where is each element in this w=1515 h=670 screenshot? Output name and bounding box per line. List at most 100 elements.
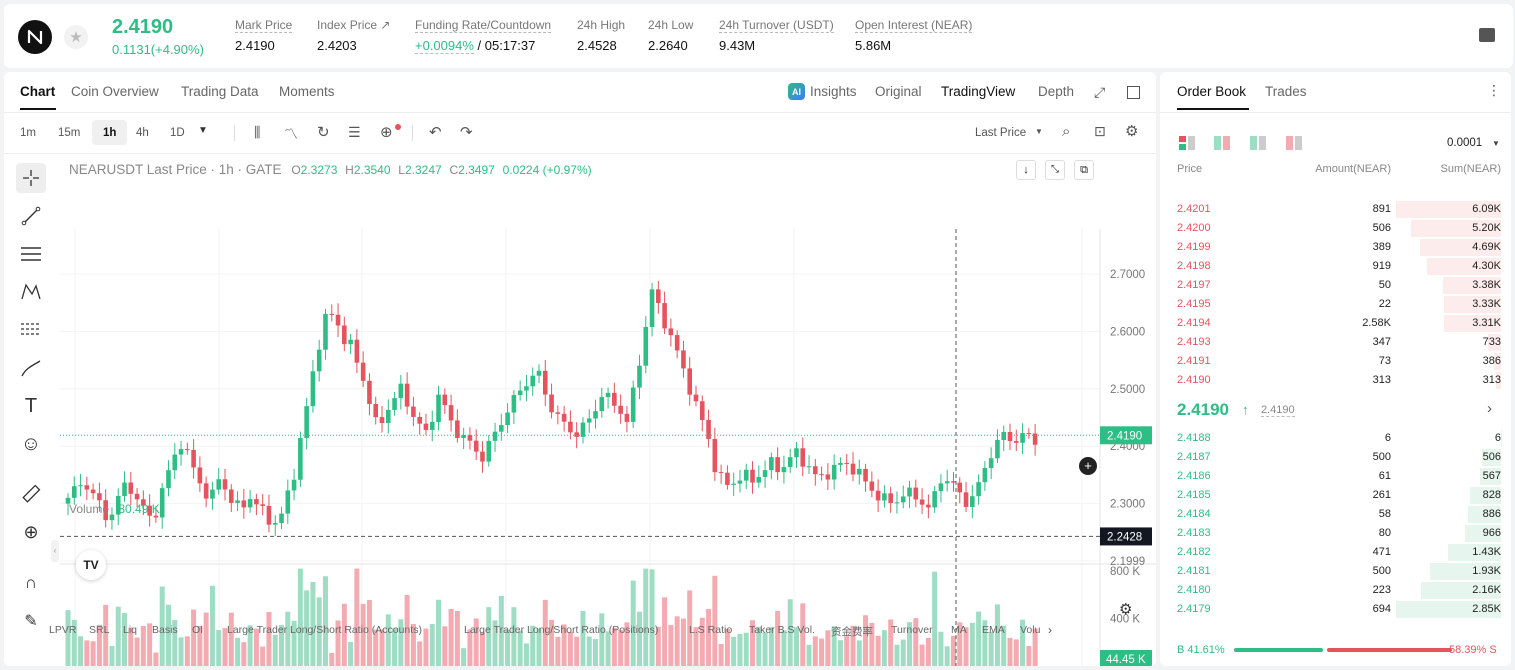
scroll-down-icon[interactable]: ↓ bbox=[1016, 160, 1036, 180]
bid-row[interactable]: 2.4180 223 2.16K bbox=[1160, 581, 1511, 600]
fib-tool-icon[interactable] bbox=[16, 315, 46, 345]
collapse-toolbar-icon[interactable]: ‹ bbox=[51, 540, 59, 562]
search-icon[interactable]: ⌕ bbox=[1062, 123, 1071, 140]
expand-icon[interactable]: ⤢ bbox=[1094, 84, 1106, 100]
fit-screen-icon[interactable]: ⧉ bbox=[1074, 160, 1094, 180]
favorite-star-icon[interactable]: ★ bbox=[64, 25, 88, 49]
candlestick-chart[interactable]: 2.70002.60002.50002.40002.30002.1999800 … bbox=[60, 154, 1156, 666]
ask-row[interactable]: 2.4194 2.58K 3.31K bbox=[1160, 314, 1511, 333]
redo-icon[interactable]: ↷ bbox=[460, 124, 473, 141]
indicator-item[interactable]: LPVR bbox=[49, 624, 77, 636]
ask-row[interactable]: 2.4197 50 3.38K bbox=[1160, 276, 1511, 295]
volume-bar bbox=[536, 628, 542, 666]
interval-dropdown-icon[interactable]: ▼ bbox=[198, 125, 208, 136]
tab-trades[interactable]: Trades bbox=[1265, 84, 1307, 99]
indicator-item[interactable]: OI bbox=[192, 624, 204, 636]
interval-1d[interactable]: 1D bbox=[170, 127, 185, 139]
bid-row[interactable]: 2.4182 471 1.43K bbox=[1160, 543, 1511, 562]
refresh-icon[interactable]: ↻ bbox=[317, 124, 330, 141]
tab-chart[interactable]: Chart bbox=[20, 84, 56, 99]
ask-row[interactable]: 2.4190 313 313 bbox=[1160, 371, 1511, 390]
view-asks-icon[interactable] bbox=[1286, 136, 1302, 150]
ask-row[interactable]: 2.4199 389 4.69K bbox=[1160, 238, 1511, 257]
indicator-item[interactable]: Volu bbox=[1020, 624, 1041, 636]
crosshair-tool-icon[interactable] bbox=[16, 163, 46, 193]
interval-1h[interactable]: 1h bbox=[103, 127, 117, 139]
tab-trading-data[interactable]: Trading Data bbox=[181, 84, 259, 99]
chevron-right-icon[interactable]: › bbox=[1048, 623, 1052, 637]
window-icon[interactable] bbox=[1127, 86, 1140, 99]
bid-row[interactable]: 2.4185 261 828 bbox=[1160, 486, 1511, 505]
emoji-tool-icon[interactable]: ☺ bbox=[20, 432, 42, 455]
text-tool-icon[interactable]: T bbox=[24, 394, 38, 417]
ask-row[interactable]: 2.4198 919 4.30K bbox=[1160, 257, 1511, 276]
collapse-icon[interactable]: ⤡ bbox=[1045, 160, 1065, 180]
indicator-item[interactable]: MA bbox=[951, 624, 967, 636]
interval-15m[interactable]: 15m bbox=[58, 127, 81, 139]
templates-icon[interactable]: ☰ bbox=[348, 124, 361, 140]
chart-settings-icon[interactable]: ⚙ bbox=[1119, 601, 1133, 618]
mark-price-label[interactable]: Mark Price bbox=[235, 18, 293, 33]
gear-icon[interactable]: ⚙ bbox=[1125, 123, 1139, 140]
undo-icon[interactable]: ↶ bbox=[429, 124, 442, 141]
tradingview-button[interactable]: TradingView bbox=[941, 84, 1016, 99]
bid-row[interactable]: 2.4188 6 6 bbox=[1160, 429, 1511, 448]
funding-rate-label[interactable]: Funding Rate/Countdown bbox=[415, 18, 552, 33]
tab-coin-overview[interactable]: Coin Overview bbox=[71, 84, 159, 99]
bid-row[interactable]: 2.4183 80 966 bbox=[1160, 524, 1511, 543]
chevron-down-icon[interactable]: ▼ bbox=[1035, 127, 1043, 136]
indicator-item[interactable]: Taker B.S Vol. bbox=[749, 624, 815, 636]
tab-moments[interactable]: Moments bbox=[279, 84, 335, 99]
interval-1m[interactable]: 1m bbox=[20, 127, 36, 139]
price-type-select[interactable]: Last Price bbox=[975, 127, 1027, 139]
indicator-item[interactable]: L.S Ratio bbox=[689, 624, 733, 636]
bid-row[interactable]: 2.4181 500 1.93K bbox=[1160, 562, 1511, 581]
bid-row[interactable]: 2.4187 500 506 bbox=[1160, 448, 1511, 467]
chevron-right-icon[interactable]: › bbox=[1487, 400, 1492, 417]
indicator-item[interactable]: SRL bbox=[89, 624, 110, 636]
indicator-item[interactable]: EMA bbox=[982, 624, 1005, 636]
ask-row[interactable]: 2.4200 506 5.20K bbox=[1160, 219, 1511, 238]
camera-icon[interactable]: ⊡ bbox=[1094, 123, 1106, 139]
interval-4h[interactable]: 4h bbox=[136, 127, 149, 139]
index-price-label[interactable]: Index Price ↗ bbox=[317, 18, 391, 32]
add-alert-icon[interactable]: + bbox=[1079, 457, 1097, 475]
indicator-item[interactable]: Basis bbox=[152, 624, 178, 636]
pencil-icon[interactable]: ✎ bbox=[24, 613, 38, 630]
candle-type-icon[interactable]: ⫼ bbox=[254, 124, 261, 140]
indicator-item[interactable]: Large Trader Long/Short Ratio (Accounts) bbox=[227, 624, 422, 636]
book-icon[interactable] bbox=[1479, 28, 1495, 42]
trend-line-tool-icon[interactable] bbox=[16, 201, 46, 231]
horizontal-lines-tool-icon[interactable] bbox=[16, 239, 46, 269]
brush-tool-icon[interactable] bbox=[16, 353, 46, 383]
bid-row[interactable]: 2.4186 61 567 bbox=[1160, 467, 1511, 486]
add-indicator-icon[interactable]: ⊕ bbox=[380, 124, 393, 141]
ruler-tool-icon[interactable] bbox=[16, 479, 46, 509]
precision-select[interactable]: 0.0001 bbox=[1447, 137, 1483, 149]
bid-row[interactable]: 2.4184 58 886 bbox=[1160, 505, 1511, 524]
more-options-icon[interactable]: ⋮ bbox=[1487, 82, 1501, 98]
depth-view-button[interactable]: Depth bbox=[1038, 84, 1075, 99]
tab-order-book[interactable]: Order Book bbox=[1177, 84, 1247, 99]
legend-symbol: NEARUSDT Last Price · 1h · GATE bbox=[69, 162, 282, 177]
indicators-icon[interactable]: 〽 bbox=[284, 126, 298, 142]
insights-button[interactable]: Insights bbox=[810, 84, 857, 99]
magnet-icon[interactable]: ∩ bbox=[24, 573, 38, 592]
original-view-button[interactable]: Original bbox=[875, 84, 922, 99]
chevron-down-icon[interactable]: ▼ bbox=[1492, 139, 1500, 148]
ask-row[interactable]: 2.4191 73 386 bbox=[1160, 352, 1511, 371]
indicator-item[interactable]: Liq bbox=[123, 624, 138, 636]
bid-row[interactable]: 2.4179 694 2.85K bbox=[1160, 600, 1511, 619]
indicator-item[interactable]: Large Trader Long/Short Ratio (Positions… bbox=[464, 624, 659, 636]
indicator-item[interactable]: Turnover bbox=[891, 624, 933, 636]
ask-row[interactable]: 2.4201 891 6.09K bbox=[1160, 200, 1511, 219]
ask-row[interactable]: 2.4195 22 3.33K bbox=[1160, 295, 1511, 314]
view-split-icon[interactable] bbox=[1214, 136, 1230, 150]
zoom-in-icon[interactable]: ⊕ bbox=[23, 521, 39, 542]
indicator-item[interactable]: 资金费率 bbox=[831, 626, 873, 638]
ask-row[interactable]: 2.4193 347 733 bbox=[1160, 333, 1511, 352]
view-bids-icon[interactable] bbox=[1250, 136, 1266, 150]
legend-open: 2.3273 bbox=[300, 163, 338, 177]
view-both-icon[interactable] bbox=[1179, 136, 1195, 150]
pattern-tool-icon[interactable] bbox=[16, 277, 46, 307]
